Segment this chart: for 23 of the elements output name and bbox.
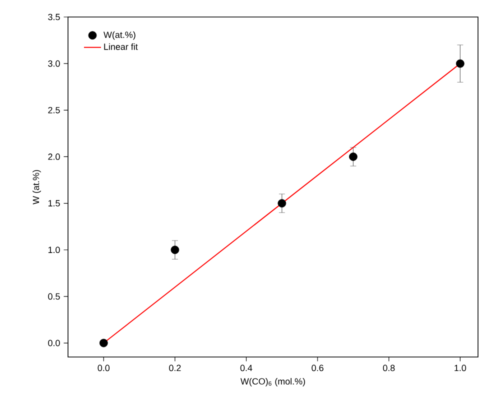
y-tick-label: 0.0 — [48, 340, 60, 346]
y-tick-label: 0.5 — [48, 293, 60, 300]
x-tick-label: 0.4 — [240, 364, 252, 372]
point — [170, 246, 180, 254]
x-axis-title: W(CO)$_{6}$ (mol.%) — [240, 378, 305, 386]
legend-label: W(at.%) — [104, 31, 136, 40]
y-tick-label: 3.0 — [48, 60, 60, 67]
y-tick-label: 1.0 — [48, 246, 60, 254]
point — [99, 338, 108, 348]
point — [349, 152, 358, 161]
x-tick-label: 0.2 — [169, 364, 181, 372]
y-axis-title: W (at.%) — [32, 170, 41, 204]
point — [456, 59, 464, 68]
x-tick-label: 0.8 — [382, 364, 395, 372]
legend-label: Linear fit — [104, 43, 138, 50]
y-tick-label: 1.5 — [48, 200, 60, 206]
x-tick-label: 1.0 — [454, 364, 466, 372]
point — [278, 199, 286, 208]
y-tick-label: 3.5 — [48, 14, 60, 20]
y-tick-label: 2.5 — [48, 106, 60, 114]
x-tick-label: 0.0 — [98, 364, 110, 372]
y-tick-label: 2.0 — [48, 154, 60, 160]
x-tick-label: 0.6 — [312, 364, 324, 372]
